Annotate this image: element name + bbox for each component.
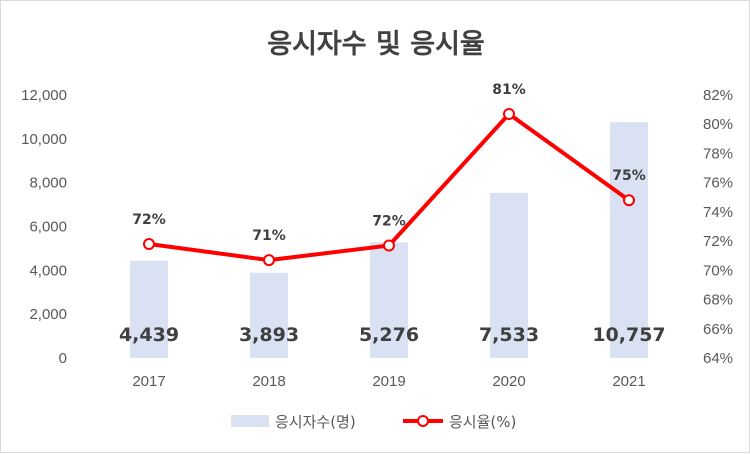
bar-data-label: 4,439 xyxy=(119,324,179,346)
left-tick-label: 10,000 xyxy=(21,131,67,148)
right-tick-label: 80% xyxy=(703,116,733,133)
rate-data-label: 72% xyxy=(132,212,166,228)
right-tick-label: 66% xyxy=(703,321,733,338)
left-tick-label: 12,000 xyxy=(21,87,67,104)
rate-point-2020 xyxy=(503,107,515,120)
rate-point-2018 xyxy=(263,254,275,267)
left-tick-label: 0 xyxy=(59,350,67,367)
left-tick-label: 6,000 xyxy=(29,219,67,236)
bar-2019 xyxy=(370,242,408,358)
bar-data-label: 10,757 xyxy=(592,324,665,346)
left-axis-ticks: 0 2,000 4,000 6,000 8,000 10,000 12,000 xyxy=(21,87,67,367)
left-tick-label: 4,000 xyxy=(29,262,67,279)
category-label: 2018 xyxy=(252,373,285,390)
bar-data-label: 5,276 xyxy=(359,324,419,346)
rate-data-label: 81% xyxy=(492,82,526,98)
right-tick-label: 64% xyxy=(703,350,733,367)
right-axis-ticks: 64% 66% 68% 70% 72% 74% 76% 78% 80% 82% xyxy=(703,87,733,367)
rate-point-2019 xyxy=(383,239,395,252)
rate-data-labels: 72% 71% 72% 81% 75% xyxy=(132,82,646,244)
legend-label-bar: 응시자수(명) xyxy=(275,413,356,431)
rate-line-series xyxy=(143,107,635,267)
rate-data-label: 75% xyxy=(612,168,646,184)
bar-2018 xyxy=(250,272,288,358)
bar-data-label: 3,893 xyxy=(239,324,299,346)
category-label: 2019 xyxy=(372,373,405,390)
legend-swatch-marker xyxy=(417,415,429,427)
right-tick-label: 72% xyxy=(703,233,733,250)
bar-2021 xyxy=(610,122,648,358)
right-tick-label: 78% xyxy=(703,145,733,162)
rate-point-2021 xyxy=(623,194,635,207)
bar-data-label: 7,533 xyxy=(479,324,539,346)
right-tick-label: 74% xyxy=(703,204,733,221)
category-axis-labels: 2017 2018 2019 2020 2021 xyxy=(132,373,645,390)
legend-label-line: 응시율(%) xyxy=(449,413,516,431)
category-label: 2020 xyxy=(492,373,525,390)
bar-series xyxy=(130,122,648,358)
right-tick-label: 68% xyxy=(703,292,733,309)
right-tick-label: 70% xyxy=(703,262,733,279)
legend: 응시자수(명) 응시율(%) xyxy=(231,413,516,431)
right-tick-label: 76% xyxy=(703,175,733,192)
rate-data-label: 72% xyxy=(372,213,406,229)
rate-point-2017 xyxy=(143,238,155,251)
category-label: 2017 xyxy=(132,373,165,390)
rate-line xyxy=(148,111,631,263)
left-tick-label: 2,000 xyxy=(29,306,67,323)
left-tick-label: 8,000 xyxy=(29,175,67,192)
bar-2017 xyxy=(130,260,168,358)
category-label: 2021 xyxy=(612,373,645,390)
bar-data-labels: 4,439 3,893 5,276 7,533 10,757 xyxy=(119,324,666,346)
bar-2020 xyxy=(490,192,528,358)
legend-swatch-bar xyxy=(231,415,269,427)
right-tick-label: 82% xyxy=(703,87,733,104)
chart-title: 응시자수 및 응시율 xyxy=(267,29,485,60)
rate-data-label: 71% xyxy=(252,228,286,244)
